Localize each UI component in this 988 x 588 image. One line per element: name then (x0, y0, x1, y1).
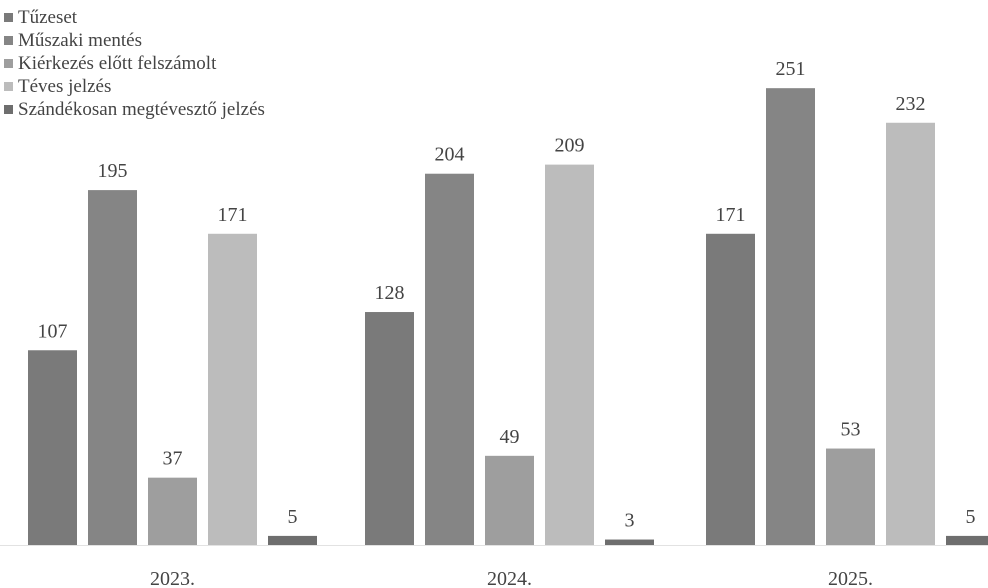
legend-item-tuzeset: Tűzeset (4, 6, 265, 29)
bar-2024-series-1 (425, 173, 474, 545)
data-label-2024-series-0: 128 (375, 282, 405, 304)
legend-swatch-tuzeset (4, 13, 13, 22)
legend-item-teves-jelzes: Téves jelzés (4, 75, 265, 98)
bar-2023-series-2 (148, 477, 197, 545)
bar-2024-series-2 (485, 455, 534, 545)
data-label-2025-series-3: 232 (896, 93, 926, 115)
x-tick-label-2023: 2023. (150, 568, 195, 588)
data-label-2025-series-0: 171 (716, 204, 746, 226)
legend-item-muszaki-mentes: Műszaki mentés (4, 29, 265, 52)
bar-2025-series-2 (826, 448, 875, 545)
x-tick-label-2025: 2025. (828, 568, 873, 588)
bar-2025-series-3 (886, 122, 935, 545)
data-label-2023-series-2: 37 (163, 448, 183, 470)
legend-label-tuzeset: Tűzeset (18, 6, 78, 28)
data-label-2025-series-4: 5 (966, 506, 976, 528)
bar-2025-series-1 (766, 88, 815, 546)
chart-legend: Tűzeset Műszaki mentés Kiérkezés előtt f… (4, 6, 265, 121)
bar-2024-series-0 (365, 312, 414, 545)
legend-label-muszaki-mentes: Műszaki mentés (18, 29, 143, 51)
legend-swatch-teves-jelzes (4, 82, 13, 91)
legend-label-kierkezes-elott: Kiérkezés előtt felszámolt (18, 52, 217, 74)
data-label-2024-series-2: 49 (500, 426, 520, 448)
bar-2025-series-0 (706, 233, 755, 545)
x-tick-label-2024: 2024. (487, 568, 532, 588)
bar-2023-series-4 (268, 535, 317, 545)
bar-2025-series-4 (946, 535, 988, 545)
data-label-2025-series-2: 53 (841, 419, 861, 441)
data-label-2024-series-1: 204 (435, 144, 465, 166)
legend-swatch-kierkezes-elott (4, 59, 13, 68)
data-label-2023-series-1: 195 (98, 160, 128, 182)
bar-2024-series-4 (605, 539, 654, 545)
bar-2023-series-3 (208, 233, 257, 545)
legend-swatch-muszaki-mentes (4, 36, 13, 45)
legend-label-szandekosan: Szándékosan megtévesztő jelzés (18, 98, 265, 120)
data-label-2025-series-1: 251 (776, 58, 806, 80)
data-label-2023-series-0: 107 (38, 320, 68, 342)
bar-2023-series-0 (28, 350, 77, 545)
data-label-2024-series-3: 209 (555, 135, 585, 157)
legend-item-kierkezes-elott: Kiérkezés előtt felszámolt (4, 52, 265, 75)
bar-2023-series-1 (88, 190, 137, 545)
data-label-2024-series-4: 3 (625, 510, 635, 532)
legend-swatch-szandekosan (4, 105, 13, 114)
legend-item-szandekosan: Szándékosan megtévesztő jelzés (4, 98, 265, 121)
data-label-2023-series-3: 171 (218, 204, 248, 226)
data-label-2023-series-4: 5 (288, 506, 298, 528)
bar-2024-series-3 (545, 164, 594, 545)
legend-label-teves-jelzes: Téves jelzés (18, 75, 112, 97)
